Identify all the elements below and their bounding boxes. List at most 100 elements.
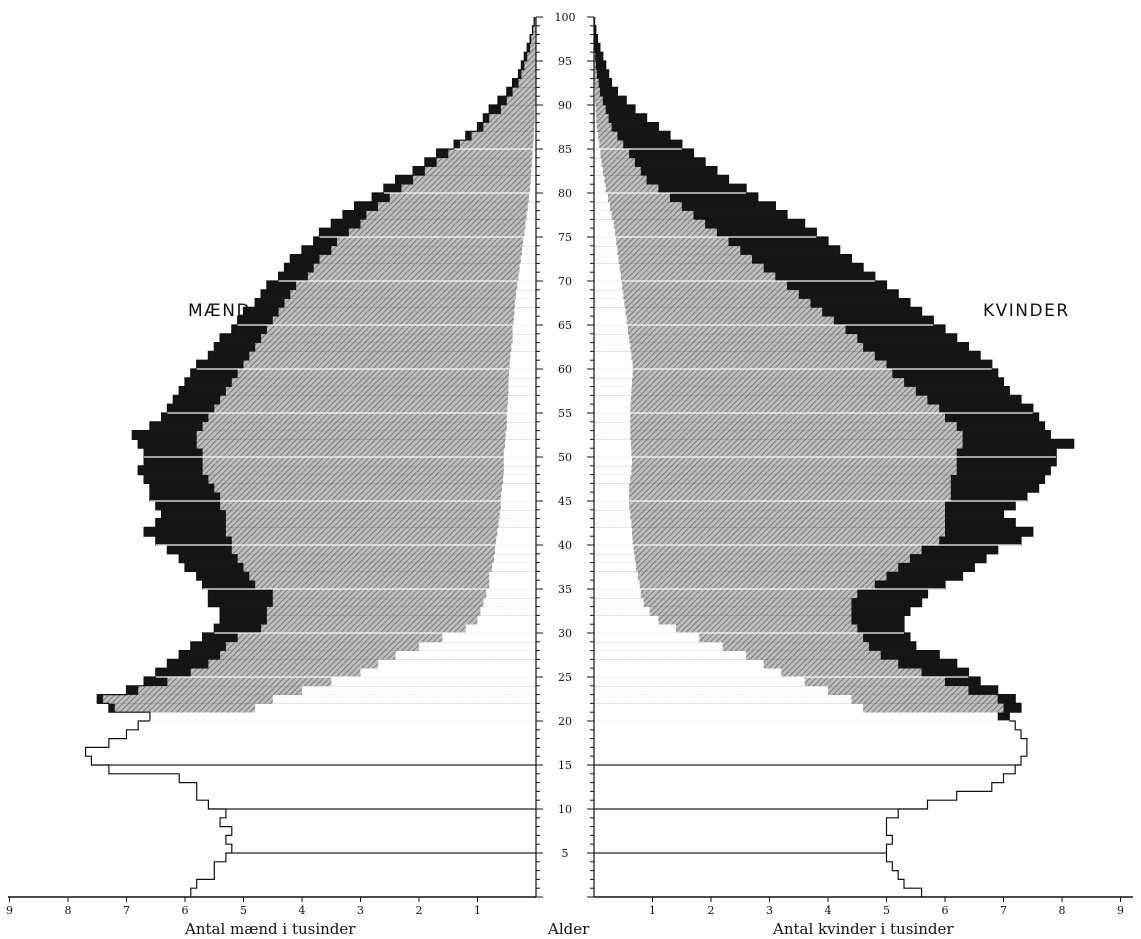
men-band1-bar [503, 457, 536, 467]
men-band1-bar [231, 844, 537, 854]
women-band1-bar [594, 501, 630, 511]
women-band1-bar [594, 210, 612, 220]
women-band2-bar [594, 615, 852, 625]
women-band1-bar [594, 492, 630, 502]
women-band2-bar [594, 87, 600, 97]
women-band2-bar [594, 307, 823, 317]
women-band2-bar [594, 492, 951, 502]
women-band1-bar [594, 721, 1016, 731]
men-band1-bar [530, 184, 536, 194]
men-band2-bar [290, 289, 536, 299]
x-tick-label-men: 4 [299, 904, 306, 917]
men-band2-bar [296, 281, 536, 291]
women-band2-bar [594, 545, 922, 555]
men-band1-bar [497, 527, 536, 537]
women-band1-bar [594, 729, 1022, 739]
women-band1-bar [594, 615, 659, 625]
men-band1-bar [510, 351, 536, 361]
men-band2-bar [272, 316, 537, 326]
women-outline [594, 17, 1075, 897]
women-band2-bar [594, 553, 910, 563]
x-tick-label-women: 1 [649, 904, 656, 917]
women-band2-bar [594, 448, 957, 458]
men-band2-bar [424, 166, 536, 176]
women-band1-bar [594, 589, 641, 599]
women-band1-bar [594, 289, 624, 299]
women-band1-bar [594, 773, 1004, 783]
men-band2-bar [214, 483, 537, 493]
age-tick-label: 80 [558, 187, 572, 200]
men-band1-bar [509, 360, 536, 370]
women-band2-bar [594, 580, 875, 590]
men-band1-bar [495, 545, 536, 555]
women-band1-bar [594, 861, 893, 871]
men-band1-bar [496, 536, 536, 546]
men-band2-bar [348, 228, 536, 238]
women-band1-bar [594, 668, 782, 678]
women-band3-bar [594, 105, 635, 115]
women-band1-bar [594, 474, 631, 484]
women-band3-bar [594, 140, 682, 150]
men-band2-bar [208, 474, 536, 484]
women-band2-bar [594, 289, 799, 299]
women-band1-bar [594, 694, 852, 704]
men-band2-bar [220, 395, 536, 405]
women-band2-bar [594, 298, 811, 308]
women-band1-bar [594, 562, 637, 572]
center-axis-label: Alder [547, 920, 590, 938]
men-band1-bar [511, 342, 536, 352]
women-band2-bar [594, 237, 729, 247]
x-axis-label-women: Antal kvinder i tusinder [772, 920, 954, 938]
age-tick-label: 55 [558, 407, 572, 420]
men-band1-bar [516, 289, 536, 299]
men-band1-bar [138, 721, 536, 731]
women-band2-bar [594, 562, 899, 572]
age-tick-label: 30 [558, 627, 572, 640]
women-band1-bar [594, 809, 899, 819]
women-band2-bar [594, 474, 951, 484]
men-band1-bar [506, 421, 537, 431]
women-band2-bar [594, 377, 905, 387]
women-band1-bar [594, 377, 632, 387]
women-band1-bar [594, 272, 621, 282]
men-bars [85, 17, 537, 898]
men-band2-bar [202, 465, 536, 475]
women-band2-bar [594, 131, 618, 141]
women-band3-bar [594, 131, 670, 141]
men-band2-bar [266, 606, 536, 616]
women-band2-bar [594, 597, 852, 607]
men-band1-bar [477, 615, 536, 625]
women-band2-bar [594, 254, 752, 264]
men-band1-bar [519, 263, 536, 273]
women-band2-bar [594, 149, 630, 159]
men-band1-bar [489, 571, 536, 581]
men-band2-bar [237, 553, 536, 563]
women-band2-bar [594, 175, 647, 185]
men-band2-bar [448, 149, 537, 159]
x-tick-label-men: 7 [123, 904, 130, 917]
women-band2-bar [594, 589, 858, 599]
age-tick-label: 75 [558, 231, 572, 244]
men-band1-bar [508, 386, 536, 396]
women-band1-bar [594, 835, 893, 845]
women-band1-bar [594, 624, 676, 634]
women-band1-bar [594, 545, 634, 555]
women-band2-bar [594, 430, 963, 440]
women-band2-bar [594, 641, 869, 651]
women-band3-bar [594, 166, 717, 176]
men-band1-bar [149, 712, 536, 722]
women-band1-bar [594, 245, 618, 255]
women-band1-bar [594, 747, 1027, 757]
women-band1-bar [594, 131, 599, 141]
women-band2-bar [594, 61, 596, 71]
women-band2-bar [594, 421, 957, 431]
women-band2-bar [594, 281, 787, 291]
women-band2-bar [594, 501, 945, 511]
women-band2-bar [594, 113, 609, 123]
men-band1-bar [512, 333, 536, 343]
men-band1-bar [91, 756, 537, 766]
women-band3-bar [594, 201, 776, 211]
x-tick-label-women: 7 [1000, 904, 1007, 917]
women-band2-bar [594, 245, 741, 255]
